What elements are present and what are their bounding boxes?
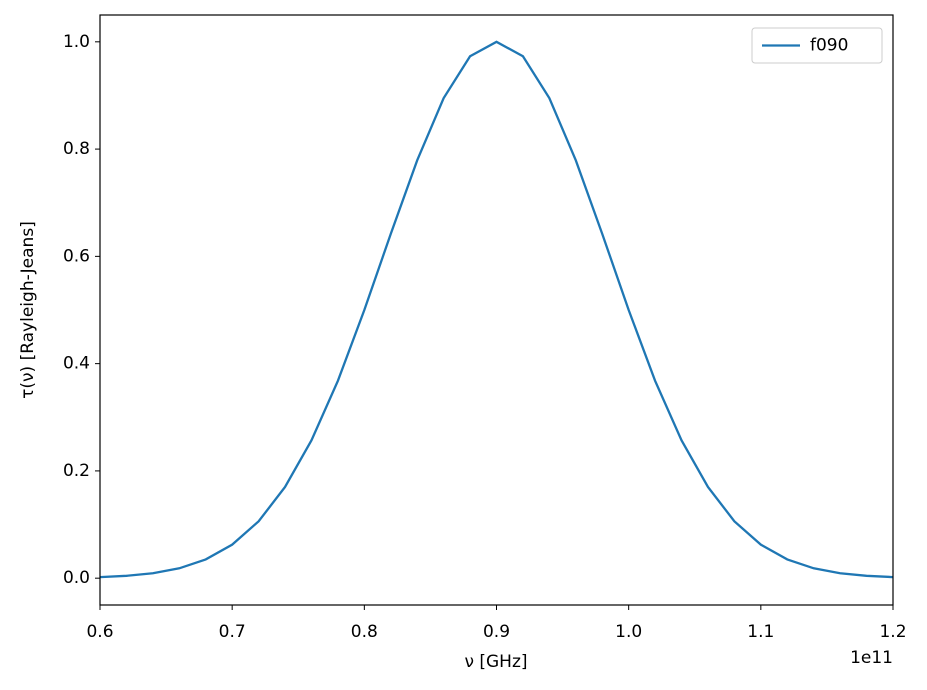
y-tick-label: 0.6 (63, 246, 90, 266)
plot-frame (99, 14, 894, 606)
x-axis-label: ν [GHz] (464, 652, 527, 672)
line-series (99, 40, 894, 579)
x-tick-label: 0.8 (351, 622, 378, 642)
x-tick-label: 0.6 (86, 622, 113, 642)
y-tick-label: 0.4 (63, 354, 90, 374)
y-tick-label: 1.0 (63, 32, 90, 52)
y-tick-label: 0.8 (63, 139, 90, 159)
x-tick-label: 1.1 (747, 622, 774, 642)
x-tick-label: 0.7 (219, 622, 246, 642)
x-tick-label: 0.9 (483, 622, 510, 642)
y-tick-label: 0.2 (63, 461, 90, 481)
legend-label: f090 (810, 36, 848, 56)
x-offset-label: 1e11 (850, 648, 893, 668)
legend-box (751, 27, 883, 64)
y-tick-label: 0.0 (63, 568, 90, 588)
y-axis-label: τ(ν) [Rayleigh-Jeans] (18, 221, 38, 399)
x-tick-label: 1.0 (615, 622, 642, 642)
x-tick-label: 1.2 (879, 622, 906, 642)
